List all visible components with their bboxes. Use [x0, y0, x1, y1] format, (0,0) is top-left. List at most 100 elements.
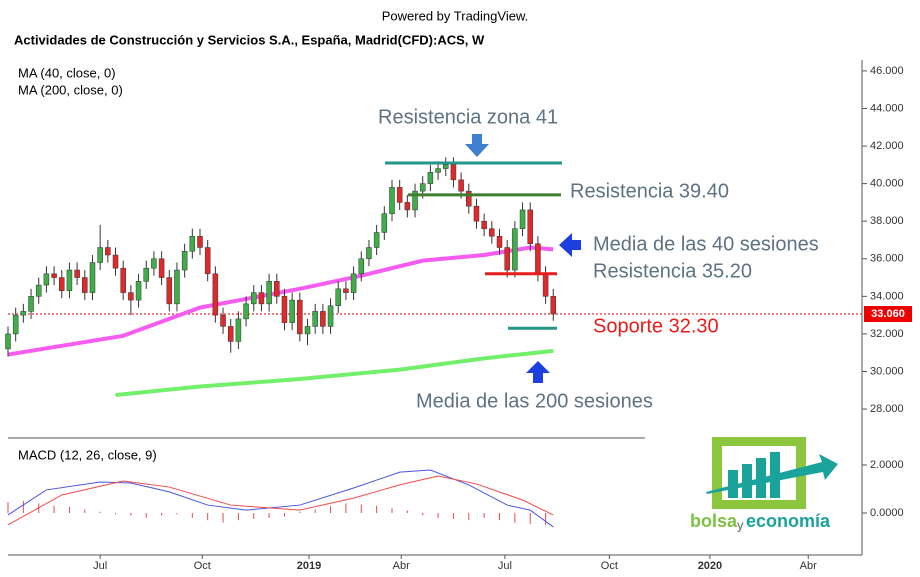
candle-body: [274, 281, 280, 297]
logo-bar: [742, 464, 752, 498]
candle-body: [489, 228, 495, 237]
candle-body: [220, 314, 226, 327]
candle-body: [512, 228, 518, 271]
y-tick-label: 30.000: [870, 365, 904, 377]
candle-body: [389, 187, 395, 214]
candle-body: [312, 311, 318, 327]
x-tick-label: Jul: [498, 560, 512, 572]
candle-body: [396, 187, 403, 203]
candle-body: [66, 269, 73, 291]
candle-body: [450, 164, 457, 181]
x-tick-label: Oct: [601, 560, 618, 572]
annotation: Soporte 32.30: [593, 315, 719, 337]
candle-body: [373, 232, 380, 248]
candle-body: [212, 273, 219, 316]
x-tick-label: Abr: [800, 560, 817, 572]
candle-body: [120, 267, 126, 293]
candle-body: [473, 205, 480, 222]
logo-bar: [728, 470, 738, 498]
candle-body: [227, 326, 234, 342]
y-tick-label: 0.0000: [870, 507, 904, 519]
candle-body: [435, 168, 441, 173]
x-tick-label: 2019: [297, 560, 321, 572]
annotation: Resistencia zona 41: [378, 106, 558, 128]
y-tick-label: 2.0000: [870, 459, 904, 471]
candle-body: [43, 273, 50, 286]
candle-body: [266, 281, 272, 305]
y-tick-label: 36.000: [870, 253, 904, 265]
y-tick-label: 40.000: [870, 178, 904, 190]
indicator-label: MA (200, close, 0): [18, 82, 123, 97]
candle-body: [151, 258, 157, 269]
candle-body: [304, 326, 311, 335]
logo-text: economía: [746, 511, 831, 531]
logo-text: y: [737, 517, 744, 532]
candle-body: [166, 277, 173, 305]
candle-body: [419, 183, 426, 192]
annotation: Media de las 200 sesiones: [416, 390, 653, 412]
macd-label: MACD (12, 26, close, 9): [18, 447, 157, 462]
moving-average: [115, 348, 554, 397]
y-tick-label: 34.000: [870, 290, 904, 302]
candle-body: [542, 273, 549, 297]
candle-body: [381, 213, 388, 233]
candle-body: [289, 299, 295, 323]
candle-body: [350, 273, 357, 293]
candle-body: [59, 277, 65, 291]
chart-title: Actividades de Construcción y Servicios …: [14, 32, 485, 47]
candle-body: [112, 254, 119, 269]
candle-body: [128, 292, 134, 301]
candle-body: [12, 314, 19, 335]
candle-body: [89, 262, 96, 293]
candle-body: [535, 243, 541, 275]
logo: bolsa y economía: [690, 437, 838, 532]
arrow-left: [559, 233, 581, 257]
y-tick-label: 44.000: [870, 102, 904, 114]
candle-body: [412, 190, 418, 211]
logo-text: bolsa: [690, 511, 738, 531]
powered-by: Powered by TradingView.: [382, 8, 528, 23]
annotation: Resistencia 39.40: [570, 180, 729, 202]
candle-body: [74, 269, 80, 278]
candle-body: [443, 164, 449, 169]
candle-body: [5, 333, 11, 350]
candle-body: [366, 247, 372, 260]
candle-body: [135, 281, 142, 301]
candle-body: [82, 277, 88, 293]
arrows: [465, 134, 581, 383]
candle-body: [97, 247, 103, 263]
last-price-box: [864, 306, 912, 323]
candle-body: [235, 318, 242, 342]
candle-body: [297, 299, 303, 335]
candle-body: [243, 303, 249, 320]
candle-body: [427, 172, 434, 184]
arrow-down: [465, 134, 489, 157]
candle-body: [519, 209, 526, 229]
candle-body: [28, 296, 34, 312]
candle-body: [143, 267, 149, 282]
logo-arrow: [706, 454, 838, 494]
candle-body: [174, 269, 180, 305]
candle-body: [335, 288, 341, 306]
arrow-up: [526, 361, 550, 383]
candle-body: [458, 179, 464, 192]
candle-body: [358, 258, 365, 275]
candle-body: [197, 235, 203, 248]
y-tick-label: 32.000: [870, 328, 904, 340]
candle-body: [404, 202, 411, 211]
candle-body: [158, 258, 165, 278]
candle-body: [327, 305, 334, 327]
y-tick-label: 46.000: [870, 65, 904, 77]
x-tick-label: 2020: [698, 560, 722, 572]
candle-body: [251, 292, 257, 305]
y-tick-label: 28.000: [870, 403, 904, 415]
candle-body: [189, 235, 196, 252]
candle-body: [504, 247, 510, 271]
x-tick-label: Abr: [393, 560, 410, 572]
y-tick-label: 42.000: [870, 140, 904, 152]
candle-body: [343, 288, 349, 293]
candle-body: [35, 284, 42, 297]
candle-body: [496, 235, 503, 248]
candle-body: [320, 311, 326, 327]
